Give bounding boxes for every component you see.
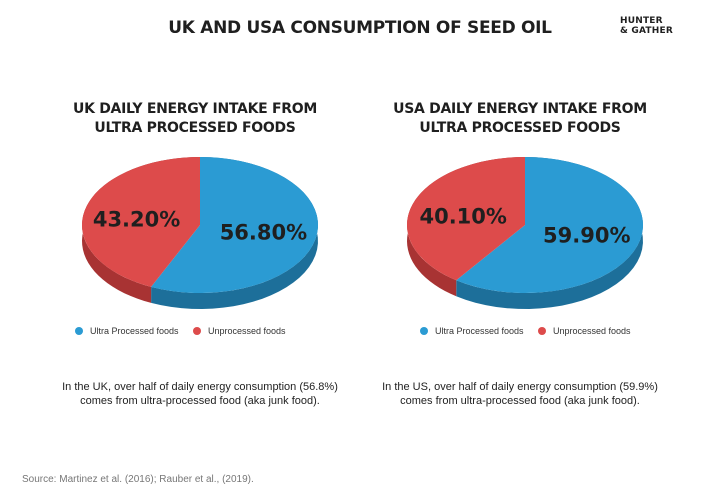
- us-data-label-0: 59.90%: [543, 223, 630, 247]
- uk-chart-title: UK DAILY ENERGY INTAKE FROM ULTRA PROCES…: [45, 100, 345, 138]
- us-chart-title-line-2: ULTRA PROCESSED FOODS: [419, 120, 621, 136]
- uk-data-label-0: 56.80%: [220, 220, 307, 244]
- us-data-label-1: 40.10%: [419, 205, 506, 229]
- us-slice-ultra-processed: [456, 157, 643, 293]
- uk-chart-title-line-2: ULTRA PROCESSED FOODS: [94, 120, 296, 136]
- us-caption: In the US, over half of daily energy con…: [355, 380, 685, 408]
- uk-chart-title-line-1: UK DAILY ENERGY INTAKE FROM: [73, 101, 317, 117]
- uk-caption: In the UK, over half of daily energy con…: [35, 380, 365, 408]
- legend-swatch-ultra-processed: [75, 327, 83, 335]
- uk-caption-line-2: comes from ultra-processed food (aka jun…: [80, 395, 320, 407]
- us-legend-ultra-processed: Ultra Processed foods: [420, 326, 524, 336]
- us-legend: Ultra Processed foods Unprocessed foods: [420, 326, 680, 342]
- us-chart-title: USA DAILY ENERGY INTAKE FROM ULTRA PROCE…: [370, 100, 670, 138]
- uk-legend-unprocessed: Unprocessed foods: [193, 326, 286, 336]
- uk-data-label-1: 43.20%: [93, 208, 180, 232]
- legend-label: Ultra Processed foods: [90, 326, 179, 336]
- uk-slice-ultra-processed: [151, 157, 318, 293]
- brand-logo: HUNTER & GATHER: [620, 16, 690, 36]
- us-pie-chart: 59.90% 40.10%: [407, 157, 643, 309]
- uk-legend-ultra-processed: Ultra Processed foods: [75, 326, 179, 336]
- uk-slice-side-0: [151, 157, 318, 309]
- legend-swatch-unprocessed: [193, 327, 201, 335]
- legend-label: Unprocessed foods: [553, 326, 631, 336]
- legend-label: Unprocessed foods: [208, 326, 286, 336]
- us-slice-unprocessed: [407, 157, 525, 281]
- us-chart-title-line-1: USA DAILY ENERGY INTAKE FROM: [393, 101, 647, 117]
- legend-label: Ultra Processed foods: [435, 326, 524, 336]
- us-caption-line-2: comes from ultra-processed food (aka jun…: [400, 395, 640, 407]
- uk-legend: Ultra Processed foods Unprocessed foods: [75, 326, 335, 342]
- logo-line-1: HUNTER: [620, 16, 663, 26]
- uk-pie-chart: 56.80% 43.20%: [81, 157, 318, 309]
- us-legend-unprocessed: Unprocessed foods: [538, 326, 631, 336]
- uk-slice-unprocessed: [81, 157, 200, 287]
- source-note: Source: Martinez et al. (2016); Rauber e…: [22, 474, 254, 485]
- uk-caption-line-1: In the UK, over half of daily energy con…: [62, 381, 338, 393]
- page-title: UK AND USA CONSUMPTION OF SEED OIL: [168, 18, 552, 38]
- us-slice-side-0: [456, 157, 643, 309]
- us-caption-line-1: In the US, over half of daily energy con…: [382, 381, 658, 393]
- legend-swatch-unprocessed: [538, 327, 546, 335]
- logo-line-2: & GATHER: [620, 26, 673, 36]
- legend-swatch-ultra-processed: [420, 327, 428, 335]
